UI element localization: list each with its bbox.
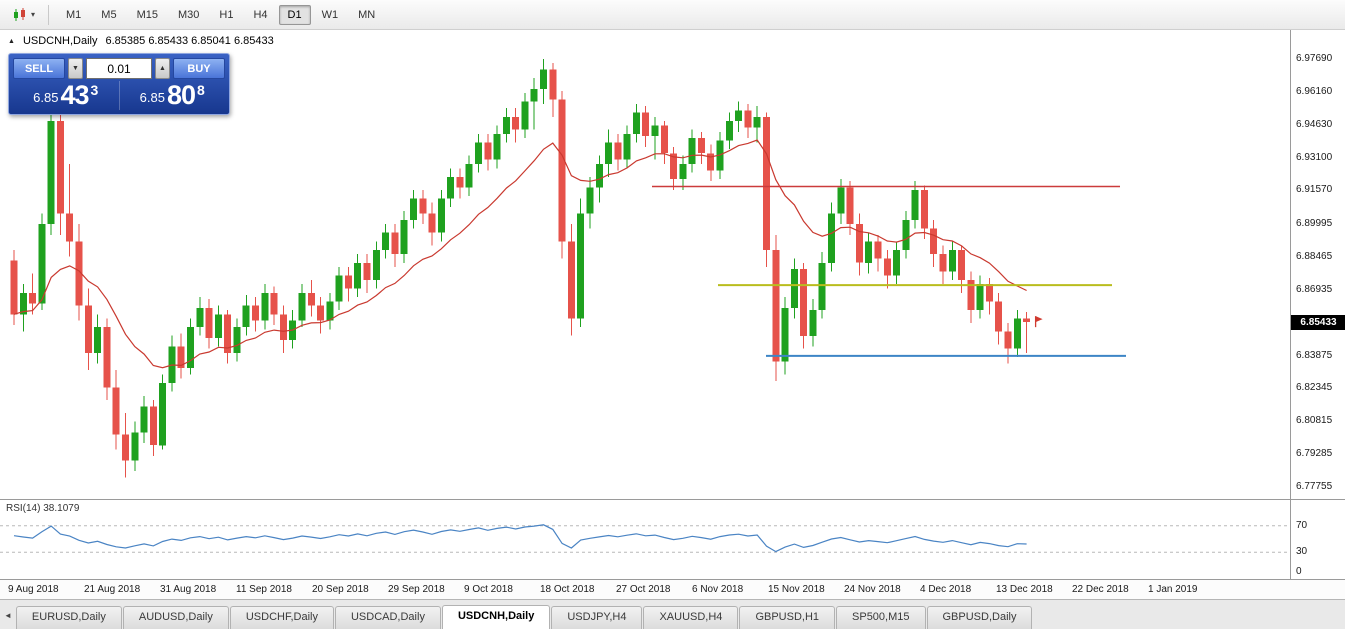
price-chart-canvas[interactable] xyxy=(0,30,1290,499)
timeframe-button-m5[interactable]: M5 xyxy=(101,8,117,21)
time-axis-label: 6 Nov 2018 xyxy=(692,584,744,595)
time-axis-label: 22 Dec 2018 xyxy=(1072,584,1129,595)
chart-tab-usdjpy-h4[interactable]: USDJPY,H4 xyxy=(551,606,643,629)
tab-scroll-left-icon[interactable]: ◄ xyxy=(4,611,12,620)
buy-price-point: 8 xyxy=(197,82,205,98)
timeframe-button-mn[interactable]: MN xyxy=(358,8,376,21)
one-click-panel-toggle-icon[interactable]: ▲ xyxy=(8,37,15,45)
price-scale-label: 6.79285 xyxy=(1296,448,1333,460)
sell-button[interactable]: SELL xyxy=(13,58,65,79)
timeframe-button-h4[interactable]: H4 xyxy=(253,8,268,21)
timeframe-button-h1[interactable]: H1 xyxy=(219,8,234,21)
timeframe-group: M1 M5 M15 M30 H1 H4 D1 W1 MN xyxy=(56,4,385,25)
chart-tab-audusd-daily[interactable]: AUDUSD,Daily xyxy=(122,606,229,629)
sell-price[interactable]: 6.85 43 3 xyxy=(13,81,120,110)
rsi-indicator-pane: RSI(14) 38.1079 70 30 0 xyxy=(0,500,1345,580)
chevron-down-icon: ▾ xyxy=(31,10,36,19)
sell-price-prefix: 6.85 xyxy=(33,90,59,105)
time-axis-label: 29 Sep 2018 xyxy=(388,584,445,595)
current-price-box: 6.85433 xyxy=(1291,315,1345,331)
chart-window: ▲ USDCNH,Daily 6.85385 6.85433 6.85041 6… xyxy=(0,30,1345,500)
time-axis-label: 24 Nov 2018 xyxy=(844,584,901,595)
chart-tabs: EURUSD,Daily AUDUSD,Daily USDCHF,Daily USDC… xyxy=(15,605,1034,629)
chart-tab-sp500-m15[interactable]: SP500,M15 xyxy=(836,606,926,629)
rsi-scale-label: 70 xyxy=(1296,519,1308,531)
rsi-scale[interactable]: 70 30 0 xyxy=(1290,500,1345,579)
timeframe-button-d1[interactable]: D1 xyxy=(278,4,311,25)
chart-tab-eurusd-daily[interactable]: EURUSD,Daily xyxy=(15,606,122,629)
lot-size-input[interactable]: 0.01 xyxy=(86,58,152,79)
timeframe-button-m15[interactable]: M15 xyxy=(136,8,158,21)
rsi-indicator-label: RSI(14) 38.1079 xyxy=(6,503,80,514)
chart-tab-gbpusd-daily[interactable]: GBPUSD,Daily xyxy=(926,606,1033,629)
chart-symbol-period: USDCNH,Daily xyxy=(22,35,98,47)
chart-tab-bar: ◄ EURUSD,Daily AUDUSD,Daily USDCHF,Daily US… xyxy=(0,600,1345,629)
toolbar-separator xyxy=(48,4,50,25)
price-scale-label: 6.93100 xyxy=(1296,151,1333,163)
chart-ohlc-values: 6.85385 6.85433 6.85041 6.85433 xyxy=(105,35,274,47)
rsi-chart-canvas[interactable] xyxy=(0,500,1290,579)
rsi-scale-label: 30 xyxy=(1296,546,1308,558)
time-axis-label: 9 Aug 2018 xyxy=(8,584,59,595)
candlestick-chart-icon xyxy=(14,7,25,21)
main-chart-area[interactable]: ▲ USDCNH,Daily 6.85385 6.85433 6.85041 6… xyxy=(0,30,1290,499)
trade-marker xyxy=(1034,316,1043,328)
price-scale-label: 6.77755 xyxy=(1296,481,1333,492)
price-scale-label: 6.88465 xyxy=(1296,251,1333,263)
sell-price-point: 3 xyxy=(90,82,99,98)
time-axis[interactable]: 9 Aug 2018 21 Aug 2018 31 Aug 2018 11 Sep 2… xyxy=(0,580,1345,600)
one-click-trading-panel: SELL ▼ 0.01 ▲ BUY 6.85 43 3 6.85 80 8 xyxy=(8,53,230,115)
price-scale[interactable]: 6.97690 6.96160 6.94630 6.93100 6.91570 6.899… xyxy=(1290,30,1345,499)
price-scale-label: 6.89995 xyxy=(1296,218,1333,230)
lot-decrease-button[interactable]: ▼ xyxy=(68,58,83,79)
price-scale-label: 6.80815 xyxy=(1296,415,1333,427)
timeframe-button-m30[interactable]: M30 xyxy=(177,8,200,21)
chart-tab-xauusd-h4[interactable]: XAUUSD,H4 xyxy=(643,606,739,629)
timeframe-button-w1[interactable]: W1 xyxy=(321,8,339,21)
price-scale-label: 6.83875 xyxy=(1296,349,1333,361)
rsi-scale-label: 0 xyxy=(1296,566,1302,577)
time-axis-label: 18 Oct 2018 xyxy=(540,584,595,595)
time-axis-label: 31 Aug 2018 xyxy=(160,584,217,595)
price-scale-label: 6.94630 xyxy=(1296,118,1333,130)
buy-price-pips: 80 xyxy=(166,80,196,110)
time-axis-label: 21 Aug 2018 xyxy=(84,584,141,595)
buy-price[interactable]: 6.85 80 8 xyxy=(120,81,226,110)
time-axis-label: 4 Dec 2018 xyxy=(920,584,972,595)
chart-tab-gbpusd-h1[interactable]: GBPUSD,H1 xyxy=(739,606,836,629)
price-scale-label: 6.96160 xyxy=(1296,85,1333,97)
timeframe-button-m1[interactable]: M1 xyxy=(66,8,82,21)
time-axis-label: 1 Jan 2019 xyxy=(1148,584,1198,595)
time-axis-label: 20 Sep 2018 xyxy=(312,584,369,595)
time-axis-label: 15 Nov 2018 xyxy=(768,584,825,595)
price-scale-label: 6.97690 xyxy=(1296,53,1333,64)
price-scale-label: 6.82345 xyxy=(1296,382,1333,394)
chart-tab-usdcad-daily[interactable]: USDCAD,Daily xyxy=(334,606,441,629)
time-axis-label: 27 Oct 2018 xyxy=(616,584,671,595)
chart-type-button[interactable]: ▾ xyxy=(6,4,41,26)
time-axis-label: 13 Dec 2018 xyxy=(996,584,1053,595)
time-axis-label: 9 Oct 2018 xyxy=(464,584,513,595)
lot-increase-button[interactable]: ▲ xyxy=(155,58,170,79)
price-scale-label: 6.86935 xyxy=(1296,283,1333,295)
chart-tab-usdcnh-daily[interactable]: USDCNH,Daily xyxy=(441,605,551,629)
toolbar: ▾ M1 M5 M15 M30 H1 H4 D1 W1 MN xyxy=(0,0,1345,30)
price-scale-label: 6.91570 xyxy=(1296,184,1333,196)
buy-price-prefix: 6.85 xyxy=(139,90,165,105)
chart-title: ▲ USDCNH,Daily 6.85385 6.85433 6.85041 6… xyxy=(8,35,274,47)
sell-price-pips: 43 xyxy=(60,80,89,110)
chart-tab-usdchf-daily[interactable]: USDCHF,Daily xyxy=(229,606,334,629)
time-axis-label: 11 Sep 2018 xyxy=(236,584,292,595)
buy-button[interactable]: BUY xyxy=(173,58,225,79)
